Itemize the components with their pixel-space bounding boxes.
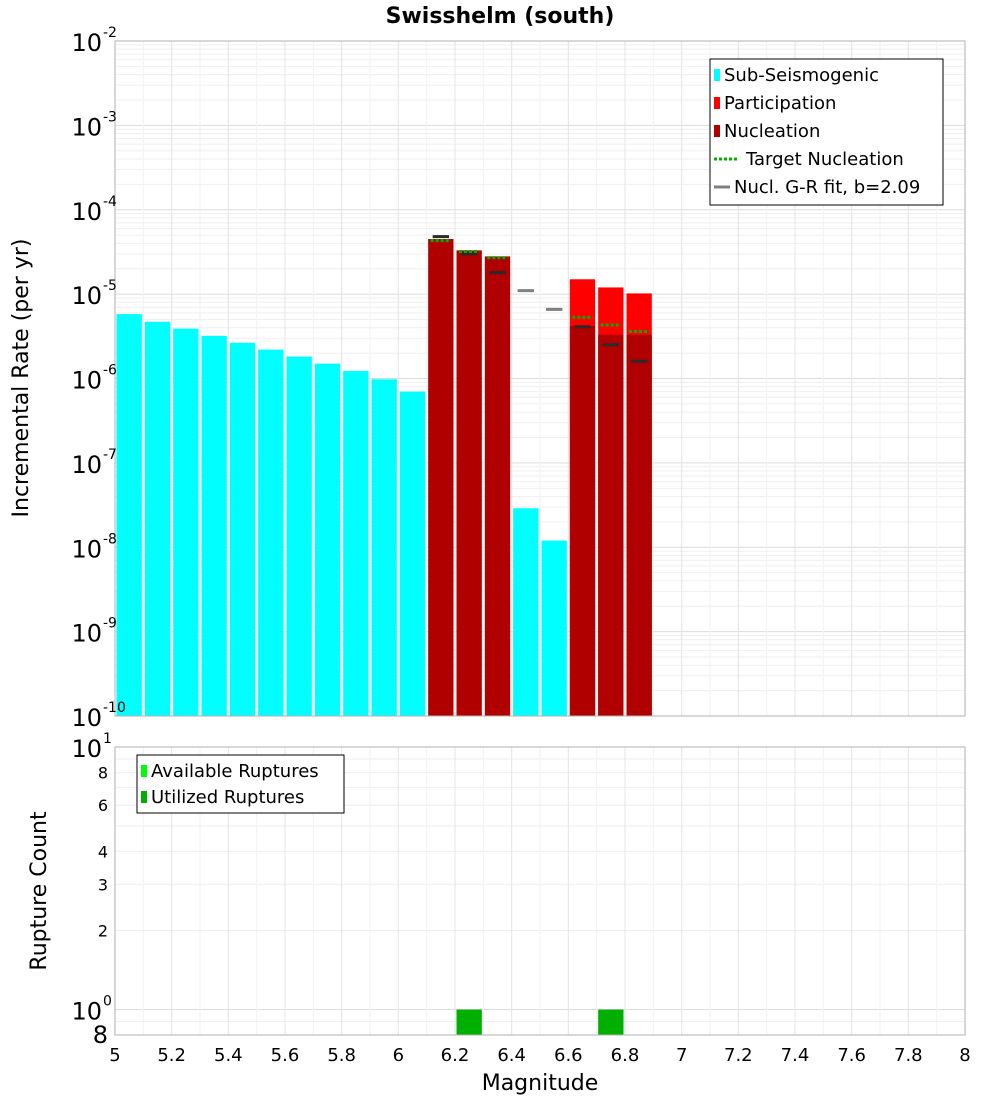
- top-y-tick-label: 10: [71, 282, 102, 310]
- top-y-tick-label: 10: [71, 113, 102, 141]
- legend-label: Nucl. G-R fit, b=2.09: [734, 177, 920, 198]
- nucleation-bar: [484, 256, 511, 716]
- bottom-y-minor-tick-label: 3: [98, 875, 108, 894]
- sub-seismogenic-bar: [286, 356, 312, 716]
- sub-seismogenic-bar: [258, 349, 284, 716]
- legend-label: Target Nucleation: [745, 149, 904, 170]
- legend-box: [709, 58, 944, 206]
- x-tick-label: 7.6: [837, 1045, 866, 1066]
- bottom-bars: [456, 1009, 624, 1035]
- bottom-panel-border: [114, 746, 966, 1036]
- top-y-tick-label: 10: [71, 29, 102, 57]
- top-y-tick-exponent: -9: [103, 616, 117, 632]
- top-y-tick-exponent: -2: [103, 25, 117, 41]
- legend-label: Utilized Ruptures: [151, 787, 304, 808]
- x-tick-label: 6: [393, 1045, 404, 1066]
- x-tick-label: 7.2: [724, 1045, 753, 1066]
- sub-seismogenic-bar: [371, 379, 397, 716]
- bottom-y-minor-tick-label: 8: [93, 1021, 108, 1049]
- sub-seismogenic-bar: [229, 342, 256, 716]
- sub-seismogenic-bar: [343, 370, 369, 716]
- x-tick-label: 7.4: [781, 1045, 810, 1066]
- x-tick-label: 5.8: [327, 1045, 356, 1066]
- top-y-tick-label: 10: [71, 535, 102, 563]
- sub-seismogenic-bar: [513, 508, 539, 716]
- legend-swatch: [141, 765, 147, 777]
- bottom-legend: Available Ruptures Utilized Ruptures: [136, 754, 345, 814]
- chart-title: Swisshelm (south): [386, 4, 615, 29]
- legend-swatch: [714, 97, 720, 109]
- top-y-tick-label: 10: [71, 620, 102, 648]
- x-tick-label: 8: [959, 1045, 970, 1066]
- x-tick-label: 6.2: [441, 1045, 470, 1066]
- top-y-tick-exponent: -10: [103, 700, 126, 716]
- bottom-y-tick-label: 10: [71, 998, 102, 1026]
- top-y-tick-exponent: -8: [103, 531, 117, 547]
- legend-label: Participation: [724, 93, 836, 114]
- x-tick-labels: 5 5.2 5.4 5.6 5.8 6 6.2 6.4 6.6 6.8 7 7.2 7.4 7.6 7.8 8: [109, 1045, 970, 1066]
- sub-seismogenic-bar: [144, 321, 171, 716]
- nucleation-bar: [428, 239, 454, 716]
- top-y-tick-label: 10: [71, 367, 102, 395]
- bottom-y-minor-tick-label: 4: [98, 842, 108, 861]
- x-tick-label: 5: [109, 1045, 120, 1066]
- sub-seismogenic-bar: [314, 363, 341, 716]
- legend-swatch: [141, 791, 147, 803]
- legend-label: Sub-Seismogenic: [724, 65, 879, 86]
- legend-label: Available Ruptures: [151, 761, 319, 782]
- legend-label: Nucleation: [724, 121, 820, 142]
- bottom-y-minor-tick-label: 6: [98, 796, 108, 815]
- bottom-y-minor-tick-label: 2: [98, 922, 108, 941]
- x-tick-label: 7: [676, 1045, 687, 1066]
- x-tick-label: 5.4: [214, 1045, 243, 1066]
- nucleation-bar: [626, 334, 652, 716]
- x-tick-label: 6.8: [611, 1045, 640, 1066]
- top-y-tick-exponent: -3: [103, 109, 117, 125]
- x-tick-label: 7.8: [894, 1045, 923, 1066]
- legend-swatch: [714, 69, 720, 81]
- sub-seismogenic-bar: [541, 540, 567, 716]
- bottom-y-tick-exponent: 1: [103, 731, 112, 747]
- top-bars: [116, 235, 652, 717]
- top-y-tick-exponent: -7: [103, 447, 117, 463]
- top-panel-border: [114, 40, 966, 717]
- top-legend: Sub-Seismogenic Participation Nucleation Ta…: [709, 58, 944, 206]
- bottom-y-tick-exponent: 0: [103, 994, 112, 1010]
- top-y-tick-label: 10: [71, 198, 102, 226]
- sub-seismogenic-bar: [173, 328, 199, 716]
- bottom-y-axis-label: Rupture Count: [27, 811, 52, 971]
- utilized-ruptures-bar: [598, 1009, 624, 1035]
- bottom-y-minor-tick-label: 8: [98, 763, 108, 782]
- nucleation-bar: [456, 250, 482, 717]
- legend-swatch: [714, 125, 720, 137]
- x-tick-label: 5.6: [271, 1045, 300, 1066]
- legend-box: [136, 754, 345, 814]
- x-tick-label: 6.6: [554, 1045, 583, 1066]
- top-y-tick-exponent: -6: [103, 363, 117, 379]
- top-y-tick-label: 10: [71, 451, 102, 479]
- nucleation-bar: [569, 325, 596, 716]
- nucleation-bar: [598, 334, 624, 716]
- x-axis-label: Magnitude: [482, 1071, 599, 1096]
- top-y-axis-label: Incremental Rate (per yr): [9, 239, 34, 518]
- sub-seismogenic-bar: [399, 391, 426, 716]
- sub-seismogenic-bar: [201, 335, 227, 716]
- top-y-tick-exponent: -5: [103, 278, 117, 294]
- top-y-tick-label: 10: [71, 704, 102, 732]
- x-tick-label: 6.4: [497, 1045, 526, 1066]
- utilized-ruptures-bar: [456, 1009, 482, 1035]
- sub-seismogenic-bar: [116, 314, 142, 716]
- top-grid: [114, 40, 966, 717]
- top-y-tick-exponent: -4: [103, 194, 117, 210]
- x-tick-label: 5.2: [157, 1045, 186, 1066]
- bottom-y-tick-label: 10: [71, 735, 102, 763]
